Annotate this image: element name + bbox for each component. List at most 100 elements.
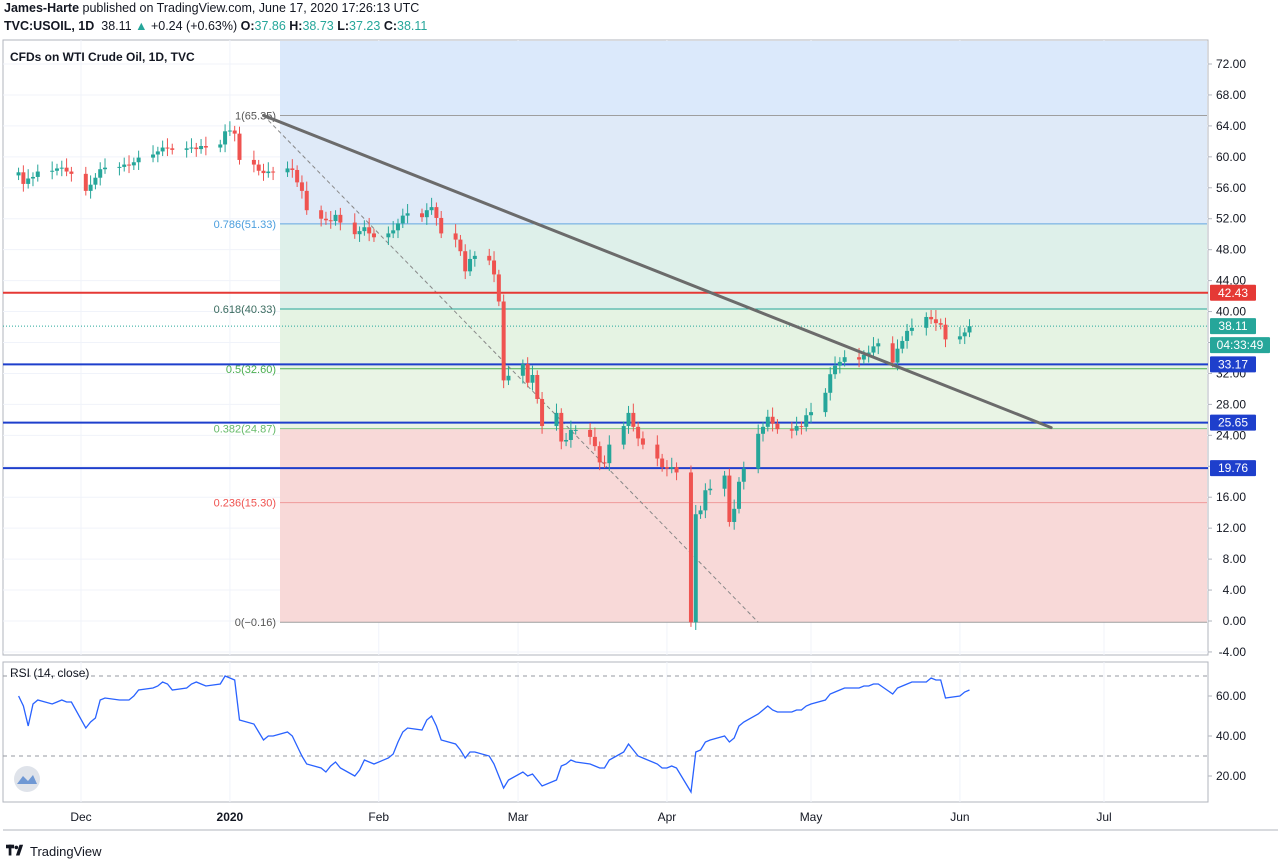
candle[interactable] [290,159,295,178]
candle[interactable] [194,142,199,157]
rsi-indicator[interactable]: RSI (14, close) 60.00 40.00 20.00 [3,666,1246,794]
candle[interactable] [299,175,304,199]
candle[interactable] [155,146,160,163]
candle[interactable] [967,319,972,338]
candle[interactable] [338,207,343,231]
candle[interactable] [35,164,40,182]
candle[interactable] [727,468,732,527]
candle[interactable] [165,138,170,157]
candle[interactable] [131,157,136,170]
candle[interactable] [660,453,665,472]
rsi-pane[interactable] [2,661,1209,803]
candle[interactable] [520,359,525,384]
candle[interactable] [688,465,693,627]
candle[interactable] [429,197,434,215]
candle[interactable] [122,157,127,172]
candle[interactable] [386,226,391,246]
candle[interactable] [890,336,895,368]
candle[interactable] [943,317,948,348]
candle[interactable] [434,202,439,226]
candle[interactable] [924,312,929,336]
candle[interactable] [199,139,204,154]
candle[interactable] [842,350,847,367]
fibonacci-retracement[interactable]: 1(65.35) 0.786(51.33) 0.618(40.33) 0.5(32.6… [214,41,1207,629]
candle[interactable] [506,366,511,386]
candle[interactable] [732,499,737,530]
candle[interactable] [809,402,814,423]
candle[interactable] [592,427,597,451]
candle[interactable] [900,336,905,354]
candle[interactable] [405,204,410,224]
candle[interactable] [794,416,799,436]
candle[interactable] [218,139,223,153]
candle[interactable] [458,234,463,256]
candle[interactable] [54,163,59,176]
candle[interactable] [103,158,108,174]
candle[interactable] [362,220,367,236]
candle[interactable] [501,294,506,389]
candle[interactable] [323,211,328,225]
candle[interactable] [602,455,607,468]
symbol-label[interactable]: TVC:USOIL, 1D [4,19,95,33]
rsi-line[interactable] [18,675,970,794]
candle[interactable] [232,125,237,142]
candle[interactable] [640,431,645,450]
candle[interactable] [909,318,914,336]
candle[interactable] [256,159,261,176]
candle[interactable] [439,210,444,239]
candle[interactable] [271,166,276,181]
candle[interactable] [16,167,21,181]
candle[interactable] [237,126,242,165]
candle[interactable] [391,221,396,239]
candle[interactable] [251,150,256,173]
candle[interactable] [98,162,103,186]
candle[interactable] [357,226,362,242]
time-axis[interactable]: Dec 2020 Feb Mar Apr May Jun Jul [70,810,1111,824]
candle[interactable] [160,140,165,157]
candle[interactable] [962,327,967,345]
candle[interactable] [756,424,761,474]
candle[interactable] [117,162,122,176]
candle[interactable] [722,470,727,497]
candle[interactable] [535,370,540,404]
candle[interactable] [693,504,698,630]
candle[interactable] [775,419,780,434]
candle[interactable] [420,208,424,222]
candle[interactable] [799,421,804,435]
candle[interactable] [573,425,578,435]
candle[interactable] [371,228,376,242]
candle[interactable] [400,208,405,229]
candle[interactable] [559,408,564,450]
candle[interactable] [151,145,156,163]
candle[interactable] [933,310,938,331]
candle[interactable] [698,505,703,519]
candle[interactable] [304,181,309,215]
candle[interactable] [26,169,31,189]
candle[interactable] [837,357,842,374]
candle[interactable] [367,217,372,242]
candle[interactable] [833,356,838,379]
candle[interactable] [525,357,530,388]
candle[interactable] [59,160,64,177]
candle[interactable] [50,161,55,180]
candle[interactable] [227,121,232,136]
candle[interactable] [64,158,69,177]
candle[interactable] [636,422,641,447]
candle[interactable] [674,462,679,481]
candle[interactable] [170,143,175,155]
candle[interactable] [83,166,88,196]
candle[interactable] [823,388,828,417]
candle[interactable] [957,327,962,345]
candle[interactable] [285,161,290,177]
candle[interactable] [496,269,501,307]
candle[interactable] [21,165,26,192]
candle[interactable] [761,422,765,442]
candle[interactable] [655,435,660,467]
candle[interactable] [328,210,333,229]
candle[interactable] [266,162,271,178]
candle[interactable] [333,210,338,226]
candle[interactable] [765,409,770,432]
candle[interactable] [468,249,473,276]
candle[interactable] [708,479,713,495]
